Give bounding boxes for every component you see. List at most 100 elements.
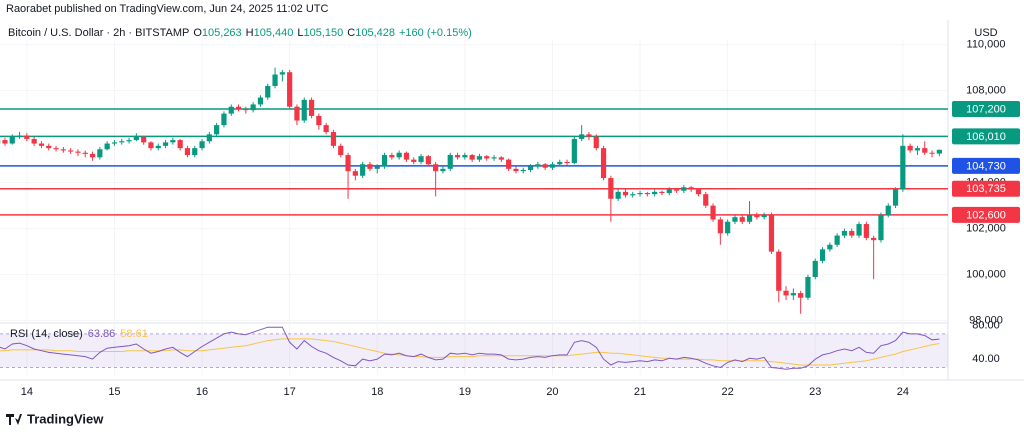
- candle-body: [89, 153, 96, 158]
- candle-body: [922, 148, 928, 153]
- candle-body: [389, 155, 395, 158]
- level-label: 102,600: [966, 209, 1006, 221]
- candle-body: [60, 149, 66, 151]
- candle-body: [352, 171, 358, 176]
- currency: USD: [974, 27, 997, 39]
- candle-body: [681, 187, 687, 191]
- candle-body: [746, 214, 753, 222]
- candle-body: [462, 155, 468, 158]
- candle-body: [141, 136, 147, 143]
- x-tick-label: 14: [21, 386, 33, 398]
- candle-body: [564, 161, 570, 164]
- x-tick-label: 18: [371, 386, 383, 398]
- candle-body: [878, 214, 884, 241]
- o-key: O: [193, 27, 202, 39]
- candle-body: [330, 132, 337, 146]
- candle-body: [600, 148, 607, 179]
- candle-body: [790, 293, 796, 296]
- candle-body: [608, 178, 614, 199]
- candle-body: [776, 251, 782, 291]
- symbol: Bitcoin / U.S. Dollar · 2h · BITSTAMP: [8, 27, 189, 39]
- candle-body: [411, 159, 417, 162]
- rsi-legend: RSI (14, close) 63.86 58.61: [10, 328, 148, 340]
- level-label: 104,730: [966, 160, 1006, 172]
- candle-body: [900, 145, 906, 190]
- level-label: 103,735: [966, 183, 1006, 195]
- candle-body: [652, 191, 658, 195]
- level-tag: [952, 128, 1020, 145]
- o-value: 105,263: [202, 27, 242, 39]
- x-tick-label: 24: [897, 386, 909, 398]
- x-tick-label: 17: [284, 386, 296, 398]
- candle-body: [725, 221, 731, 234]
- candle-body: [433, 164, 439, 172]
- candle-body: [75, 151, 81, 153]
- candle-body: [673, 189, 680, 191]
- candle-body: [892, 189, 899, 206]
- x-tick-label: 19: [459, 386, 471, 398]
- candle-body: [929, 152, 935, 154]
- candle-body: [24, 135, 30, 139]
- rsi-ma-line: [0, 338, 940, 366]
- candle-body: [367, 164, 373, 169]
- x-tick-label: 20: [546, 386, 558, 398]
- candle-body: [586, 134, 592, 137]
- candle-body: [228, 106, 234, 114]
- candle-body: [783, 290, 789, 296]
- candle-body: [695, 189, 702, 195]
- candle-body: [250, 104, 256, 111]
- candle-body: [272, 74, 278, 87]
- candle-body: [527, 166, 534, 170]
- candle-body: [243, 109, 249, 111]
- candle-body: [279, 72, 285, 75]
- candle-body: [579, 134, 585, 139]
- candle-body: [491, 157, 497, 159]
- x-tick-label: 21: [634, 386, 646, 398]
- y-tick-label: 100,000: [966, 269, 1006, 281]
- candle-body: [53, 148, 59, 150]
- brand-logo: [6, 414, 22, 425]
- level-tag: [952, 101, 1020, 118]
- candle-body: [46, 145, 52, 149]
- plot-area: [0, 40, 948, 375]
- candle-body: [644, 193, 650, 195]
- candle-body: [184, 148, 191, 156]
- candle-body: [557, 161, 563, 165]
- rsi-tick-label: 80.00: [972, 319, 1000, 331]
- candle-body: [454, 155, 461, 158]
- candle-body: [104, 143, 110, 150]
- candle-body: [542, 164, 548, 168]
- y-tick-label: 98,000: [969, 315, 1003, 327]
- candle-body: [199, 141, 205, 149]
- candle-body: [761, 214, 767, 218]
- level-tag: [952, 157, 1020, 174]
- candle-body: [396, 152, 402, 158]
- candle-body: [856, 224, 862, 236]
- candle-body: [688, 187, 694, 190]
- candle-body: [206, 134, 212, 142]
- candle-body: [155, 145, 161, 149]
- candle-body: [622, 191, 629, 196]
- candle-body: [440, 168, 446, 172]
- candle-body: [257, 97, 264, 105]
- candle-body: [798, 293, 804, 298]
- candle-body: [97, 149, 103, 158]
- candle-body: [360, 164, 366, 176]
- candle-body: [717, 219, 723, 234]
- candle-body: [301, 99, 307, 121]
- y-tick-label: 110,000: [967, 39, 1006, 51]
- l-key: L: [297, 27, 303, 39]
- candle-body: [907, 145, 913, 151]
- candle-body: [192, 148, 198, 156]
- rsi-last: 63.86: [88, 328, 116, 340]
- candle-body: [265, 86, 271, 98]
- candle-body: [768, 214, 775, 252]
- candle-body: [593, 136, 599, 149]
- rsi-label: RSI (14, close): [10, 328, 83, 340]
- candle-body: [308, 99, 315, 116]
- h-key: H: [246, 27, 254, 39]
- candle-body: [38, 143, 45, 146]
- candle-body: [885, 205, 891, 215]
- candle-body: [703, 194, 709, 206]
